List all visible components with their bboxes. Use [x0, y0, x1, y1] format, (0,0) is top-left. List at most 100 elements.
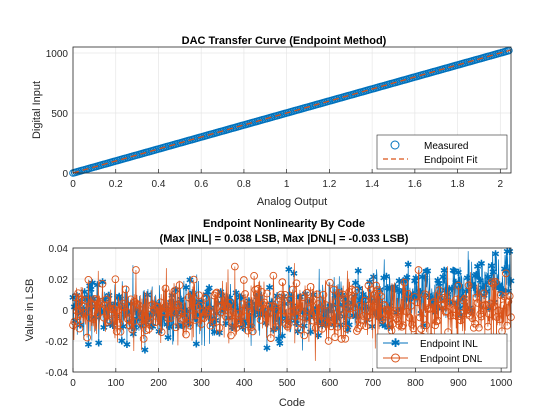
dnl-marker [201, 294, 210, 302]
dnl-marker [406, 302, 415, 310]
inl-marker: ✱ [457, 310, 465, 321]
inl-marker: ✱ [132, 306, 140, 317]
inl-marker: ✱ [366, 277, 374, 288]
legend-marker-dnl [391, 353, 400, 363]
inl-marker: ✱ [228, 323, 236, 334]
inl-marker: ✱ [485, 304, 493, 315]
inl-marker: ✱ [278, 332, 286, 343]
dnl-marker [489, 279, 497, 288]
dnl-marker [123, 308, 131, 316]
dnl-marker [282, 320, 291, 329]
inl-marker: ✱ [423, 267, 431, 278]
dnl-marker [494, 306, 503, 315]
inl-marker: ✱ [177, 295, 185, 306]
inl-marker: ✱ [395, 276, 403, 287]
dnl-marker [239, 276, 248, 284]
inl-marker: ✱ [265, 283, 273, 294]
dnl-marker [101, 301, 109, 310]
inl-marker: ✱ [435, 279, 443, 290]
dnl-marker [383, 306, 392, 314]
inl-marker: ✱ [312, 303, 320, 314]
dnl-marker [76, 316, 85, 325]
inl-marker: ✱ [497, 285, 505, 296]
dnl-marker [252, 290, 261, 299]
inl-marker: ✱ [502, 266, 510, 277]
dnl-marker [373, 286, 382, 294]
dnl-marker [111, 275, 120, 284]
dnl-marker [408, 320, 416, 329]
inl-marker: ✱ [476, 276, 484, 287]
inl-marker: ✱ [152, 309, 160, 320]
inl-marker: ✱ [204, 287, 212, 298]
dnl-marker [255, 303, 264, 312]
inl-marker: ✱ [295, 293, 303, 304]
dnl-marker [211, 289, 220, 298]
inl-marker: ✱ [317, 317, 325, 328]
dnl-marker [204, 307, 212, 316]
inl-marker: ✱ [479, 283, 487, 294]
inl-marker: ✱ [470, 283, 478, 294]
dnl-marker [296, 325, 305, 334]
dnl-marker [171, 323, 180, 332]
inl-marker: ✱ [401, 275, 409, 286]
inl-marker: ✱ [432, 303, 440, 314]
dnl-marker [356, 321, 365, 330]
dnl-marker [371, 289, 379, 298]
chart-subtitle: (Max |INL| = 0.038 LSB, Max |DNL| = -0.0… [160, 233, 409, 245]
dnl-marker [360, 296, 369, 305]
dnl-marker [409, 324, 418, 333]
dnl-marker [83, 333, 91, 342]
dnl-marker [347, 285, 356, 294]
dnl-marker [186, 321, 194, 330]
dnl-marker [428, 299, 437, 308]
inl-marker: ✱ [450, 266, 458, 277]
dnl-marker [463, 309, 472, 318]
dnl-marker [300, 331, 309, 340]
dnl-marker [256, 316, 265, 324]
dnl-marker [342, 325, 351, 333]
inl-marker: ✱ [205, 283, 213, 294]
inl-marker: ✱ [410, 277, 418, 288]
dnl-marker [301, 313, 310, 322]
dnl-marker [335, 289, 343, 297]
inl-marker: ✱ [303, 315, 311, 326]
dnl-marker [385, 311, 393, 320]
inl-marker: ✱ [256, 300, 264, 311]
inl-marker: ✱ [448, 284, 456, 295]
inl-marker: ✱ [418, 272, 426, 283]
dnl-marker [105, 316, 113, 325]
dnl-marker [259, 300, 267, 309]
dnl-marker [189, 275, 198, 284]
dnl-marker [272, 323, 280, 331]
inl-marker: ✱ [491, 250, 499, 261]
inl-marker: ✱ [250, 306, 258, 317]
dnl-marker [292, 279, 301, 288]
dnl-marker [228, 317, 237, 326]
dnl-marker [137, 310, 145, 319]
inl-marker: ✱ [488, 261, 496, 272]
dnl-marker [326, 278, 334, 287]
inl-marker: ✱ [273, 292, 281, 303]
dnl-marker [445, 298, 454, 307]
inl-marker: ✱ [287, 291, 295, 302]
dnl-marker [182, 330, 190, 339]
inl-marker: ✱ [477, 259, 485, 270]
dnl-marker [229, 308, 238, 317]
inl-marker: ✱ [421, 274, 429, 285]
dnl-marker [355, 302, 364, 310]
inl-marker: ✱ [89, 294, 97, 305]
inl-marker: ✱ [160, 311, 168, 322]
dnl-marker [148, 300, 157, 309]
x-axis-label: Code [279, 397, 305, 409]
dnl-marker [170, 287, 179, 295]
dnl-marker [257, 288, 266, 296]
dnl-marker [80, 309, 89, 317]
dnl-marker [503, 321, 512, 330]
dnl-marker [155, 306, 163, 314]
x-tick-label: 600 [322, 378, 339, 389]
x-tick-label: 400 [236, 378, 253, 389]
inl-marker: ✱ [327, 307, 335, 318]
dnl-marker [414, 266, 423, 274]
dnl-marker [433, 316, 442, 325]
inl-marker: ✱ [473, 262, 481, 273]
